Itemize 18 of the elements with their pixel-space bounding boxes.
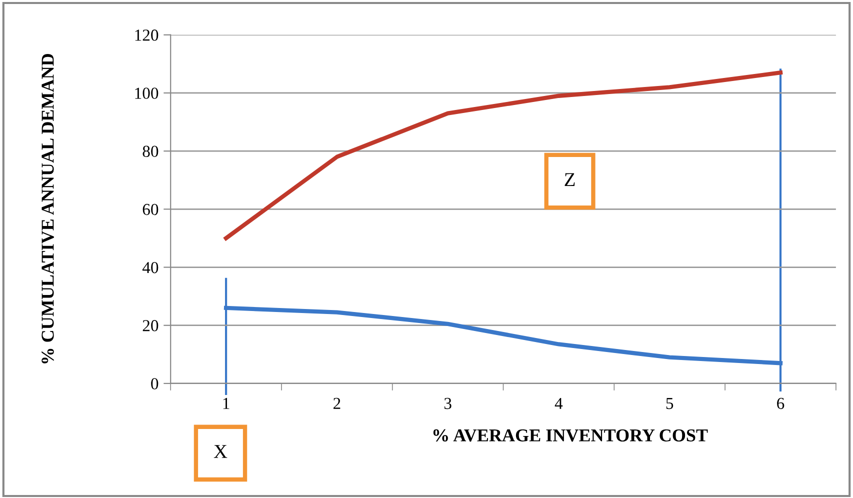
x-tick-label: 4	[554, 398, 563, 409]
x-tick-label: 2	[334, 398, 340, 409]
y-tick-label: 100	[135, 88, 158, 99]
y-tick-label: 80	[142, 146, 158, 158]
x-axis-title: % AVERAGE INVENTORY COST	[433, 429, 708, 442]
x-tick-label: 1	[223, 398, 230, 409]
y-tick-label: 20	[142, 320, 158, 332]
y-tick-label: 120	[135, 30, 158, 41]
x-tick-label: 5	[666, 398, 674, 410]
y-tick-label: 40	[142, 262, 158, 274]
annotation: Z	[564, 173, 575, 186]
text: X	[214, 445, 228, 458]
y-axis-title: % CUMULATIVE ANNUAL DEMAND	[42, 54, 54, 364]
x-tick-label: 6	[777, 398, 784, 410]
y-tick-label: 0	[151, 378, 158, 390]
y-tick-label: 60	[142, 204, 158, 216]
x-tick-label: 3	[444, 398, 452, 410]
line-series	[224, 70, 783, 240]
